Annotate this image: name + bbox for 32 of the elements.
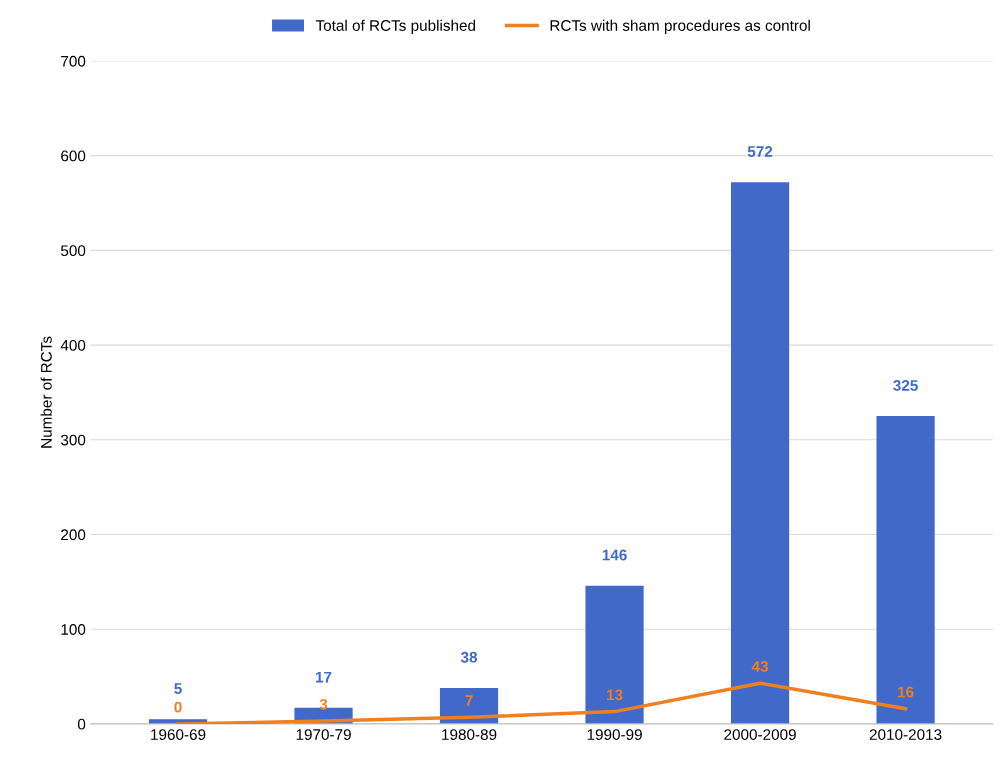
- y-tick-label: 400: [60, 339, 86, 351]
- data-label: 17: [316, 671, 332, 683]
- y-tick-label: 100: [61, 624, 86, 635]
- y-tick-label: 200: [61, 529, 86, 541]
- x-tick-label: 2000-2009: [724, 729, 796, 740]
- x-tick-label: 1960-69: [151, 729, 206, 740]
- bar: [585, 585, 644, 724]
- data-label: 572: [747, 146, 773, 157]
- y-axis-title: Number of RCTs: [40, 336, 52, 448]
- y-tick-label: 600: [61, 150, 86, 162]
- bar: [730, 182, 790, 724]
- y-tick-label: 500: [60, 245, 86, 257]
- legend-label: RCTs with sham procedures as control: [550, 19, 810, 34]
- x-tick-label: 1980-89: [442, 729, 497, 740]
- data-label: 325: [893, 380, 918, 391]
- data-label: 0: [174, 701, 182, 713]
- data-label: 7: [465, 695, 473, 706]
- data-label: 38: [460, 651, 478, 663]
- x-tick-label: 2010-2013: [869, 729, 942, 740]
- y-tick-label: 300: [60, 434, 86, 446]
- y-tick-label: 700: [61, 55, 86, 67]
- data-label: 13: [607, 689, 623, 701]
- data-label: 5: [174, 683, 182, 694]
- x-tick-label: 1970-79: [296, 729, 351, 740]
- x-tick-label: 1990-99: [587, 729, 642, 740]
- data-label: 43: [751, 661, 769, 672]
- legend-label: Total of RCTs published: [315, 19, 476, 34]
- bar: [876, 416, 935, 724]
- data-label: 3: [319, 698, 328, 710]
- data-label: 146: [602, 549, 627, 561]
- data-label: 16: [898, 686, 914, 698]
- y-tick-label: 0: [77, 718, 86, 730]
